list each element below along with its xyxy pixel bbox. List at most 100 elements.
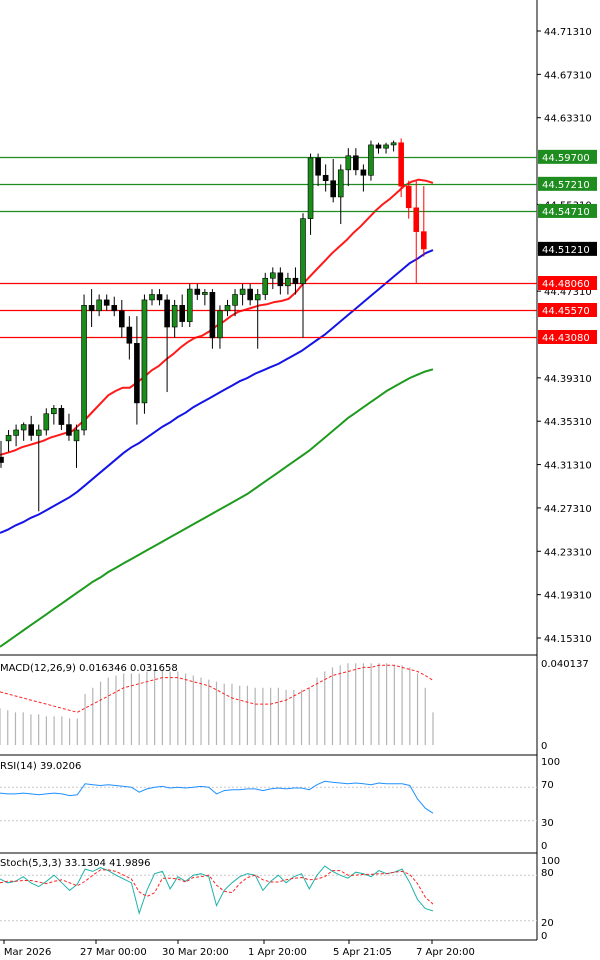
candle-body (405, 185, 412, 209)
candle-body (43, 413, 50, 431)
stoch-k-line (0, 865, 434, 915)
stoch-axis-tick: 20 (541, 918, 554, 929)
candle-body (194, 288, 201, 295)
candle-body (345, 155, 352, 171)
candle-body (239, 288, 246, 295)
price-tags: 44.59700 44.57210 44.54710 44.48060 44.45570… (538, 149, 597, 344)
candle-body (141, 299, 148, 404)
candle-body (66, 424, 72, 436)
level-price-tag-bg (538, 329, 597, 344)
candle-body (179, 305, 185, 322)
level-price-tag-bg (538, 203, 597, 218)
time-axis-label: 5 Apr 21:05 (333, 947, 392, 958)
candle-body (202, 292, 208, 295)
candle-body (360, 169, 367, 176)
rsi-panel: 100 70 30 0 (0, 757, 560, 852)
candle-body (398, 142, 404, 187)
price-tick-label: 44.63310 (544, 114, 592, 125)
price-tick-label: 44.19310 (544, 591, 592, 602)
rsi-axis-tick: 30 (541, 818, 554, 829)
ma-green-line (0, 368, 434, 648)
ma-blue-line (0, 249, 434, 534)
price-tick-label: 44.47310 (544, 287, 592, 298)
candle-body (186, 288, 193, 322)
level-price-tag-bg (538, 303, 597, 318)
current-price-tag: 44.51210 (542, 245, 590, 256)
time-axis-label: 7 Apr 20:00 (416, 947, 475, 958)
macd-axis-zero: 0 (541, 741, 547, 752)
time-axis-label: 1 Apr 20:00 (248, 947, 307, 958)
rsi-axis-tick: 0 (541, 841, 547, 852)
macd-label: MACD(12,26,9) 0.016346 0.031658 (0, 663, 178, 674)
candle-body (315, 157, 321, 176)
level-price-tag: 44.48060 (542, 279, 590, 290)
candle-body (277, 272, 284, 287)
candle-body (51, 408, 57, 415)
level-price-tag: 44.57210 (542, 180, 590, 191)
candle-body (254, 294, 261, 301)
candle-body (413, 207, 420, 232)
candle-body (171, 305, 178, 328)
macd-axis-max: 0.040137 (541, 659, 589, 670)
time-axis-label: 27 Mar 00:00 (80, 947, 147, 958)
level-price-tag: 44.43080 (542, 333, 590, 344)
time-axis-label: 30 Mar 20:00 (162, 947, 229, 958)
price-tick-label: 44.27310 (544, 504, 592, 515)
candle-body (262, 277, 269, 295)
candle-body (58, 408, 65, 425)
candle-body (390, 142, 397, 146)
level-price-tag-bg (538, 276, 597, 291)
horizontal-levels[interactable] (0, 156, 537, 339)
time-axis-label: 25 Mar 2026 (0, 947, 51, 958)
candle-body (88, 305, 95, 312)
level-price-tag: 44.54710 (542, 207, 590, 218)
candle-body (5, 435, 12, 442)
level-price-tag-bg (538, 149, 597, 164)
ma-red-line (0, 178, 434, 456)
candle-body (73, 429, 80, 442)
price-tick-label: 44.35310 (544, 417, 592, 428)
candle-body (383, 144, 389, 149)
candle-body (103, 299, 110, 306)
candle-body (156, 294, 163, 301)
stoch-label: Stoch(5,3,3) 33.1304 41.9896 (0, 858, 151, 869)
candle-body (224, 305, 231, 312)
candle-body (164, 299, 170, 328)
moving-average-green (0, 368, 434, 648)
rsi-line (0, 780, 434, 814)
stoch-axis-tick: 80 (541, 868, 554, 879)
level-price-tag-bg (538, 176, 597, 191)
candle-body (368, 144, 374, 176)
candle-body (20, 424, 27, 431)
rsi-axis-tick: 100 (541, 757, 560, 768)
rsi-axis-tick: 70 (541, 780, 554, 791)
stoch-d-line (0, 869, 434, 905)
moving-average-red (0, 178, 434, 456)
candle-body (269, 272, 276, 279)
candle-body (420, 231, 427, 250)
moving-average-blue (0, 249, 434, 534)
candle-body (0, 456, 4, 463)
candle-body (375, 144, 382, 149)
candle-body (337, 169, 344, 198)
candle-body (285, 277, 291, 287)
price-tick-label: 44.71310 (544, 27, 592, 38)
price-tick-label: 44.31310 (544, 461, 592, 472)
candle-body (149, 294, 155, 301)
candle-body (126, 326, 133, 344)
candle-body (353, 155, 359, 171)
candle-body (28, 424, 35, 436)
level-price-tag: 44.45570 (542, 306, 590, 317)
candle-body (209, 292, 216, 339)
macd-panel: 0.040137 0 (0, 659, 589, 752)
price-tick-label: 44.39310 (544, 374, 592, 385)
candle-body (217, 310, 223, 339)
current-price-tag-bg (538, 241, 597, 256)
candle-body (134, 342, 140, 404)
candle-body (300, 218, 306, 284)
candle-body (35, 429, 42, 436)
price-tick-label: 44.23310 (544, 547, 592, 558)
candle-body (307, 157, 314, 219)
